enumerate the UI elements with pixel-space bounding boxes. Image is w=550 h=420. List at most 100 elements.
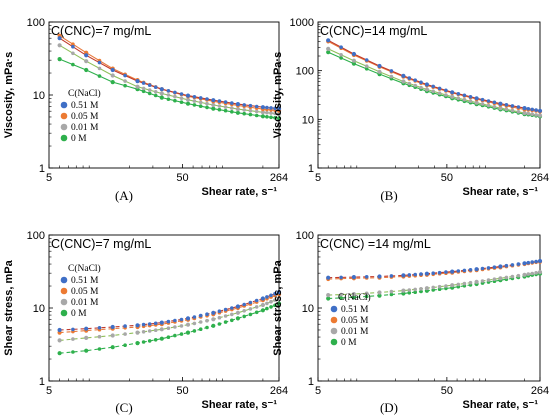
data-point [419,85,423,90]
data-point [110,67,115,73]
data-point [431,89,436,94]
data-point [437,86,442,91]
data-point [339,45,343,49]
data-point [526,272,531,276]
x-tick-label: 5 [46,172,52,184]
data-point [235,110,240,115]
data-point [141,330,146,334]
legend-marker [60,287,68,295]
data-point [389,292,394,297]
data-point [97,326,102,330]
data-point [273,303,277,308]
data-point [159,91,164,96]
data-point [462,281,467,286]
legend-marker [330,327,338,335]
legend-label: 0.01 M [71,123,99,133]
data-point [276,111,282,117]
data-point [526,111,531,116]
data-point [147,322,152,326]
data-point [235,102,240,107]
data-point [141,89,146,94]
legend-marker [60,112,68,120]
data-point [468,268,473,272]
data-point [437,287,442,292]
data-point [265,105,269,110]
data-point [223,307,228,312]
data-point [235,107,240,112]
data-point [235,310,240,315]
legend-label: 0 M [71,134,87,144]
data-point [401,291,406,296]
data-point [419,272,423,276]
data-point [217,322,222,326]
data-point [123,83,127,88]
data-point [97,74,102,78]
data-point [534,259,538,264]
data-point [326,50,331,55]
data-point [110,345,115,350]
data-point [173,98,177,103]
data-point [205,101,209,106]
data-point [205,325,209,330]
x-axis-label: Shear rate, s⁻¹ [201,186,277,198]
data-point [123,73,127,78]
data-point [265,295,269,299]
data-point [326,38,331,43]
data-point [153,338,158,342]
y-tick-label: 100 [27,230,45,242]
data-point [530,271,534,276]
data-point [192,95,197,99]
data-point [84,67,89,73]
data-point [474,279,479,284]
data-point [153,328,158,333]
data-point [413,290,418,295]
data-point [223,100,228,104]
data-point [364,275,369,279]
data-point [276,106,282,111]
data-point [450,269,455,274]
data-point [185,93,191,98]
x-axis-label: Shear rate, s⁻¹ [462,399,538,411]
data-point [153,93,158,98]
data-point [147,329,152,333]
data-point [223,108,228,113]
data-point [205,105,209,110]
data-point [254,305,259,309]
data-point [123,324,127,328]
data-point [537,270,543,275]
data-point [339,296,343,300]
data-point [468,95,473,99]
data-point [431,84,436,89]
chart-title: C(CNC)=7 mg/mL [51,237,151,251]
data-point [159,95,164,100]
data-point [97,60,102,65]
data-point [110,333,115,338]
data-point [407,81,412,86]
data-point [260,105,265,110]
data-point [173,325,177,329]
data-point [364,67,369,71]
data-point [135,330,140,335]
data-point [486,103,491,108]
data-point [230,318,234,323]
data-point [211,323,216,328]
data-point [424,286,429,291]
data-point [110,80,115,85]
data-point [480,102,485,106]
data-point [419,80,423,85]
data-point [235,316,240,321]
data-point [71,350,75,354]
data-point [179,92,184,96]
data-point [424,271,429,276]
data-point [468,99,473,103]
data-point [223,314,228,318]
legend-label: 0.05 M [71,287,99,297]
data-point [71,327,75,332]
data-point [450,94,455,99]
data-point [248,112,253,117]
data-point [135,84,140,89]
data-point [326,275,331,280]
data-point [198,100,203,105]
x-axis-label: Shear rate, s⁻¹ [462,186,538,198]
